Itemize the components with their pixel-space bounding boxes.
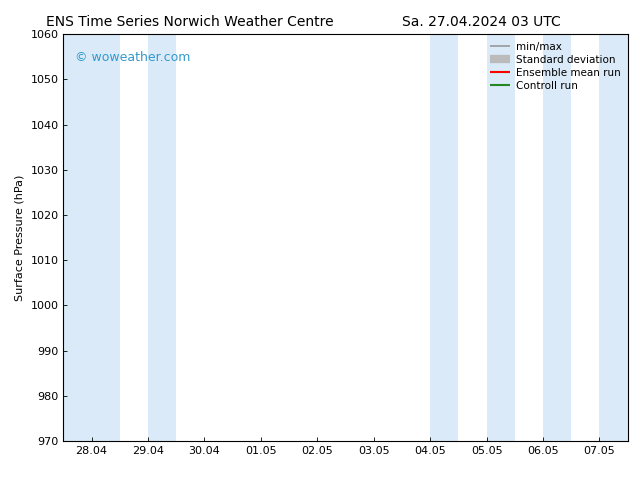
Bar	[487, 34, 515, 441]
Bar	[543, 34, 571, 441]
Bar	[430, 34, 458, 441]
Text: © woweather.com: © woweather.com	[75, 50, 190, 64]
Legend: min/max, Standard deviation, Ensemble mean run, Controll run: min/max, Standard deviation, Ensemble me…	[488, 40, 623, 93]
Bar	[600, 34, 628, 441]
Y-axis label: Surface Pressure (hPa): Surface Pressure (hPa)	[15, 174, 25, 301]
Text: ENS Time Series Norwich Weather Centre: ENS Time Series Norwich Weather Centre	[46, 15, 334, 29]
Bar	[148, 34, 176, 441]
Text: Sa. 27.04.2024 03 UTC: Sa. 27.04.2024 03 UTC	[403, 15, 561, 29]
Bar	[63, 34, 120, 441]
